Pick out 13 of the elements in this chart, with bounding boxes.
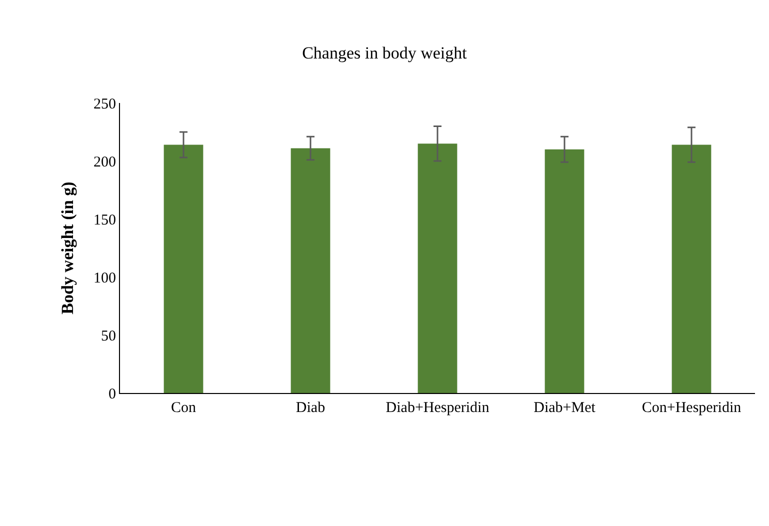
y-tick-label: 0 xyxy=(108,386,116,402)
y-tick-label: 150 xyxy=(94,212,116,228)
y-tick-label: 50 xyxy=(101,328,116,344)
x-tick-label: Con+Hesperidin xyxy=(642,400,742,416)
x-tick-label: Diab xyxy=(296,400,326,416)
x-tick-label: Diab+Hesperidin xyxy=(386,400,490,416)
y-tick-label: 250 xyxy=(94,96,116,112)
y-axis-title: Body weight (in g) xyxy=(58,182,78,314)
chart-title: Changes in body weight xyxy=(302,44,468,63)
x-tick-label: Diab+Met xyxy=(534,400,596,416)
y-tick-label: 200 xyxy=(94,154,116,170)
x-tick-label: Con xyxy=(170,400,196,416)
y-tick-label: 100 xyxy=(94,270,116,286)
